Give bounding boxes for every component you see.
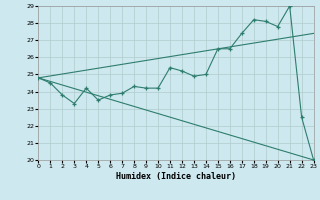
X-axis label: Humidex (Indice chaleur): Humidex (Indice chaleur): [116, 172, 236, 181]
